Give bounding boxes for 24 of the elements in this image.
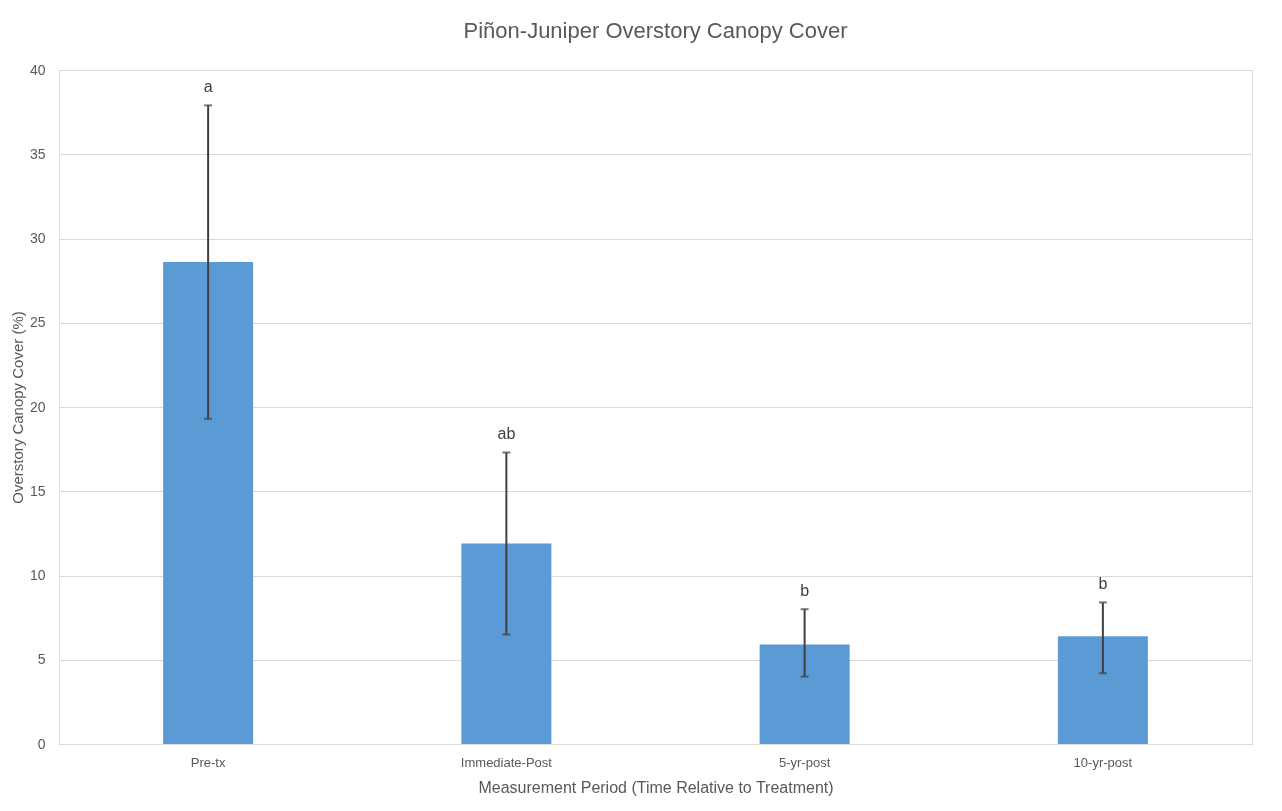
y-tick-label: 15 xyxy=(29,482,46,499)
x-tick-label: Immediate-Post xyxy=(460,754,553,770)
x-tick-label: 5-yr-post xyxy=(778,754,831,770)
y-tick-label: 10 xyxy=(29,567,46,583)
annotation: b xyxy=(1098,575,1108,593)
y-tick-label: 25 xyxy=(29,314,46,331)
x-tick-label: 10-yr-post xyxy=(1073,754,1133,770)
y-tick-label: 20 xyxy=(29,398,46,415)
bar xyxy=(759,644,850,744)
annotation: a xyxy=(203,78,213,96)
bar xyxy=(1057,636,1148,744)
bar xyxy=(461,543,552,744)
y-tick-label: 0 xyxy=(37,735,46,752)
x-tick-label: Pre-tx xyxy=(190,754,226,770)
annotation: b xyxy=(800,582,810,600)
chart-title: Piñon-Juniper Overstory Canopy Cover xyxy=(463,18,848,43)
x-axis-title: Measurement Period (Time Relative to Treatment) xyxy=(478,778,834,796)
y-tick-label: 40 xyxy=(29,61,46,78)
y-tick-label: 30 xyxy=(29,230,46,246)
bar xyxy=(163,262,254,744)
y-tick-label: 35 xyxy=(29,145,46,162)
y-tick-label: 5 xyxy=(37,651,46,668)
annotation: ab xyxy=(497,425,516,443)
y-axis-title: Overstory Canopy Cover (%) xyxy=(8,311,26,504)
